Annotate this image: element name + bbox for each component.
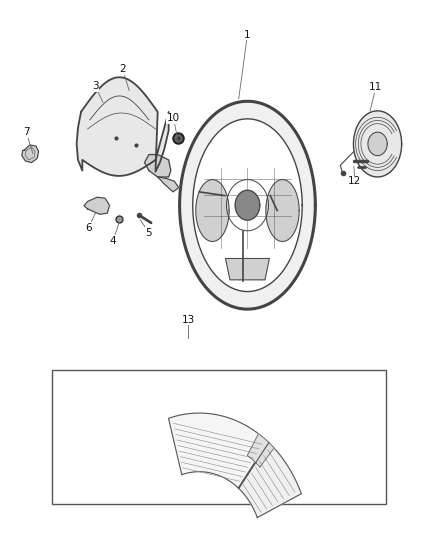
Text: 7: 7 bbox=[23, 127, 30, 137]
Polygon shape bbox=[158, 177, 179, 192]
Polygon shape bbox=[145, 155, 171, 177]
Text: 1: 1 bbox=[244, 30, 251, 39]
Polygon shape bbox=[193, 119, 302, 292]
Text: 12: 12 bbox=[348, 176, 361, 186]
Polygon shape bbox=[77, 77, 169, 176]
Polygon shape bbox=[196, 180, 229, 241]
Polygon shape bbox=[84, 197, 110, 214]
Text: 3: 3 bbox=[92, 82, 99, 91]
Polygon shape bbox=[247, 434, 274, 467]
Polygon shape bbox=[235, 190, 260, 220]
Polygon shape bbox=[238, 442, 301, 518]
Polygon shape bbox=[226, 259, 269, 280]
Text: 13: 13 bbox=[182, 315, 195, 325]
Bar bbox=[52, 370, 386, 504]
Polygon shape bbox=[353, 111, 402, 177]
Polygon shape bbox=[22, 145, 39, 163]
Text: 6: 6 bbox=[85, 223, 92, 232]
Text: 2: 2 bbox=[119, 64, 126, 74]
Polygon shape bbox=[266, 180, 299, 241]
Polygon shape bbox=[368, 132, 387, 156]
Polygon shape bbox=[169, 413, 268, 488]
Text: 10: 10 bbox=[167, 114, 180, 123]
Text: 5: 5 bbox=[145, 228, 152, 238]
Polygon shape bbox=[180, 101, 315, 309]
Text: 4: 4 bbox=[110, 236, 117, 246]
Text: 11: 11 bbox=[369, 83, 382, 92]
